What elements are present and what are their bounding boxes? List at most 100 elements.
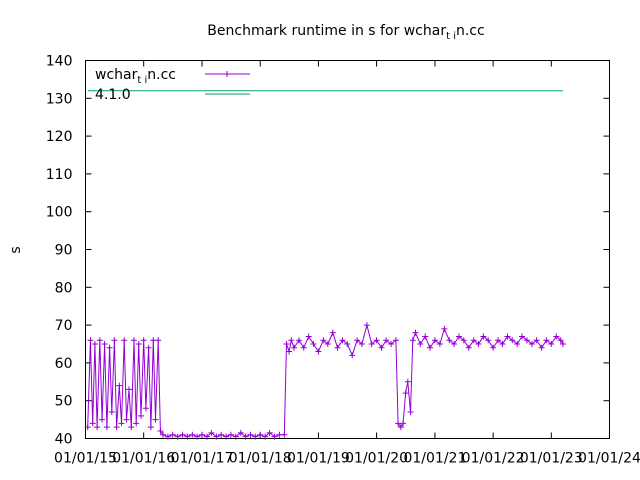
data-point [152, 416, 159, 423]
data-point [288, 337, 295, 344]
data-point [470, 337, 477, 344]
data-point [559, 341, 566, 347]
y-tick-label: 60 [55, 356, 73, 372]
chart-title-suffix: n.cc [456, 23, 485, 39]
data-point [194, 433, 201, 440]
data-point [310, 341, 317, 347]
y-tick-label: 130 [46, 91, 73, 107]
data-point [402, 390, 409, 397]
data-point [101, 341, 108, 347]
data-point [475, 341, 482, 347]
data-point [252, 433, 259, 440]
data-point [456, 333, 463, 340]
data-point [446, 337, 453, 344]
x-tick-label: 01/01/18 [229, 451, 292, 467]
data-point [358, 341, 365, 347]
y-tick-label: 140 [46, 54, 73, 70]
y-axis-label: s [8, 246, 24, 253]
data-point [169, 431, 176, 438]
data-point [126, 386, 133, 393]
data-point [208, 429, 215, 436]
data-point [548, 341, 555, 347]
data-point [111, 337, 118, 344]
data-point [133, 420, 140, 427]
legend-label-wchar-main: wchar [95, 67, 138, 83]
chart-title-main: Benchmark runtime in s for wchar [207, 23, 446, 39]
data-point [247, 431, 254, 438]
data-point [518, 333, 525, 340]
x-tick-label: 01/01/19 [287, 451, 350, 467]
data-point [242, 433, 249, 440]
data-point [128, 424, 135, 431]
x-tick-label: 01/01/23 [520, 451, 583, 467]
wchar-series [84, 322, 566, 440]
data-point [378, 344, 385, 351]
data-point [106, 344, 113, 351]
data-point [118, 420, 125, 427]
legend-label-wchar-suffix: n.cc [147, 67, 176, 83]
data-point [543, 337, 550, 344]
data-point [145, 344, 152, 351]
x-tick-label: 01/01/22 [462, 451, 525, 467]
data-point [407, 409, 414, 416]
data-point [324, 341, 331, 347]
x-axis-ticks: 01/01/1501/01/1601/01/1701/01/1801/01/19… [54, 60, 640, 467]
data-point [329, 329, 336, 336]
data-point [417, 341, 424, 347]
data-point [142, 405, 149, 412]
data-point [137, 412, 144, 419]
data-point [504, 333, 511, 340]
data-point [320, 337, 327, 344]
data-point [436, 341, 443, 347]
data-point [164, 433, 171, 440]
data-point [203, 433, 210, 440]
data-point [400, 420, 407, 427]
data-point [189, 431, 196, 438]
data-point [184, 433, 191, 440]
data-point [553, 333, 560, 340]
data-point [305, 333, 312, 340]
data-point [383, 337, 390, 344]
legend-marker-wchar [224, 71, 230, 77]
data-point [368, 341, 375, 347]
data-point [409, 337, 416, 344]
data-point [227, 431, 234, 438]
data-point [485, 337, 492, 344]
data-point [91, 341, 98, 347]
y-tick-label: 70 [55, 318, 73, 334]
y-tick-label: 50 [55, 394, 73, 410]
y-axis-ticks: 40 50 60 70 80 90 100 110 120 130 140 [46, 54, 610, 448]
data-point [404, 378, 411, 385]
data-point [412, 329, 419, 336]
x-tick-label: 01/01/17 [171, 451, 234, 467]
data-point [397, 424, 404, 431]
data-point [528, 341, 535, 347]
data-point [286, 348, 293, 355]
series-line [87, 323, 564, 438]
data-point [495, 337, 502, 344]
data-point [354, 337, 361, 344]
data-point [295, 337, 302, 344]
x-tick-label: 01/01/21 [403, 451, 466, 467]
data-point [373, 337, 380, 344]
data-point [392, 337, 399, 344]
y-tick-label: 110 [46, 167, 73, 183]
data-point [557, 337, 564, 344]
data-point [130, 337, 137, 344]
data-point [300, 344, 307, 351]
data-point [465, 344, 472, 351]
data-point [339, 337, 346, 344]
data-point [523, 337, 530, 344]
data-point [218, 431, 225, 438]
data-point [538, 344, 545, 351]
legend-label-wchar: wchart in.cc [95, 67, 176, 86]
data-point [451, 341, 458, 347]
data-point [140, 337, 147, 344]
data-point [232, 433, 239, 440]
data-point [113, 424, 120, 431]
data-point [509, 337, 516, 344]
data-point [441, 325, 448, 332]
data-point [89, 420, 96, 427]
data-point [480, 333, 487, 340]
legend-label-wchar-subscript: t i [137, 75, 147, 86]
